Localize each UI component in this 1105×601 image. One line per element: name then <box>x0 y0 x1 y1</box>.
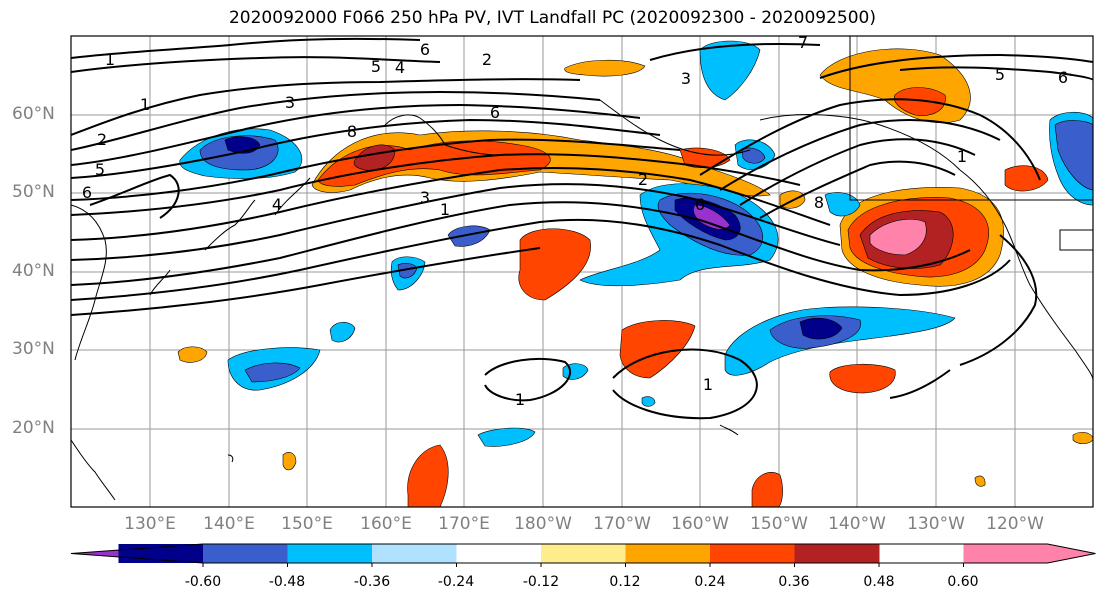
shade-neg-small-5 <box>477 427 536 447</box>
shade-neg-gulf-mid-core <box>741 147 766 164</box>
colorbar-tick-label: -0.24 <box>437 574 475 590</box>
shade-pacific-mid <box>518 228 591 301</box>
lon-label: 170°E <box>438 514 490 534</box>
colorbar-tick-label: 0.36 <box>778 574 810 590</box>
colorbar-segment <box>625 544 711 563</box>
colorbar-tick-label: -0.48 <box>268 574 306 590</box>
contour-label: 8 <box>814 193 824 212</box>
shade-small-4 <box>974 475 986 487</box>
positive-ivt-shading <box>177 48 1093 507</box>
contour-label: 1 <box>957 147 967 166</box>
contour-label: 6 <box>420 40 430 59</box>
map-frame <box>70 35 1094 508</box>
contour-label: 6 <box>1058 68 1068 87</box>
lon-label: 120°W <box>986 514 1044 534</box>
contour-label: 6 <box>695 195 705 214</box>
contour-label: 4 <box>272 195 282 214</box>
colorbar <box>70 543 1096 567</box>
lat-label: 20°N <box>12 418 55 438</box>
shade-coast-pink <box>869 219 927 256</box>
contour-label: 3 <box>420 188 430 207</box>
shade-neg-bc-core <box>1054 120 1093 191</box>
contour-label: 5 <box>371 57 381 76</box>
lon-label: 130°E <box>124 514 176 534</box>
shade-neg-small-7 <box>824 192 861 217</box>
colorbar-segment <box>203 544 288 563</box>
contour-labels: 1 1 2 5 6 3 4 8 3 1 2 6 5 4 6 2 3 6 7 5 … <box>82 33 1068 409</box>
pv-contours <box>71 37 1093 420</box>
shade-neg-subtrop-navy <box>799 317 843 340</box>
shade-hawaii-north <box>619 320 696 379</box>
contour-label: 6 <box>82 183 92 202</box>
map-title: 2020092000 F066 250 hPa PV, IVT Landfall… <box>228 8 876 28</box>
shade-bering <box>564 59 646 77</box>
lon-label: 160°E <box>360 514 412 534</box>
shade-neg-gulf-top <box>699 40 761 101</box>
colorbar-segment <box>541 544 626 563</box>
shade-nw-gulf <box>679 147 731 169</box>
shade-gulf-alaska <box>819 48 971 124</box>
shade-small-2 <box>282 452 297 471</box>
lon-label: 130°W <box>907 514 965 534</box>
lon-label: 170°W <box>593 514 651 534</box>
lat-label: 40°N <box>12 261 55 281</box>
shade-south-150w <box>751 471 783 507</box>
lat-label: 60°N <box>12 104 55 124</box>
lon-label: 140°W <box>828 514 886 534</box>
shade-gulf-core <box>894 87 946 116</box>
shade-neg-small-4 <box>329 321 356 343</box>
coastlines <box>71 36 1093 501</box>
shade-neg-small-1b <box>244 362 301 383</box>
shade-neg-small-6 <box>562 363 589 380</box>
colorbar-tick-label: -0.36 <box>353 574 391 590</box>
colorbar-tick-label: 0.60 <box>947 574 979 590</box>
shade-neg-small-3 <box>447 225 491 247</box>
colorbar-tick-label: -0.12 <box>522 574 560 590</box>
lon-label: 140°E <box>203 514 255 534</box>
colorbar-extend-high <box>963 544 1096 563</box>
contour-label: 3 <box>285 93 295 112</box>
colorbar-tick-label: 0.24 <box>694 574 726 590</box>
contour-label: 2 <box>638 170 648 189</box>
colorbar-segment <box>710 544 795 563</box>
contour-label: 1 <box>515 390 525 409</box>
shade-south-170e <box>407 444 449 507</box>
colorbar-segment <box>372 544 457 563</box>
shade-small-1 <box>177 346 208 363</box>
contour-label: 4 <box>395 58 405 77</box>
colorbar-segment <box>794 544 880 563</box>
colorbar-tick-label: 0.48 <box>863 574 895 590</box>
colorbar-segment <box>456 544 542 563</box>
shade-east-subtrop <box>829 363 896 394</box>
contour-label: 1 <box>140 95 150 114</box>
contour-label: 7 <box>798 33 808 52</box>
contour-label: 6 <box>490 103 500 122</box>
lon-label: 150°E <box>281 514 333 534</box>
contour-label: 1 <box>440 200 450 219</box>
contour-label: 1 <box>105 50 115 69</box>
shade-se-coast <box>1004 165 1049 192</box>
contour-label: 3 <box>681 69 691 88</box>
colorbar-tick-label: 0.12 <box>609 574 641 590</box>
lon-label: 150°W <box>750 514 808 534</box>
contour-label: 5 <box>995 65 1005 84</box>
contour-label: 2 <box>482 50 492 69</box>
colorbar-segment <box>287 544 373 563</box>
contour-label: 1 <box>703 375 713 394</box>
colorbar-tick-label: -0.60 <box>184 574 222 590</box>
shade-small-3 <box>1072 431 1093 445</box>
shade-neg-trough-purple <box>693 204 731 230</box>
lon-label: 160°W <box>671 514 729 534</box>
lon-label: 180°W <box>514 514 572 534</box>
contour-label: 8 <box>347 122 357 141</box>
contour-label: 5 <box>95 160 105 179</box>
lat-label: 50°N <box>12 182 55 202</box>
contour-label: 2 <box>97 130 107 149</box>
lat-label: 30°N <box>12 339 55 359</box>
shade-neg-small-8 <box>641 396 656 407</box>
